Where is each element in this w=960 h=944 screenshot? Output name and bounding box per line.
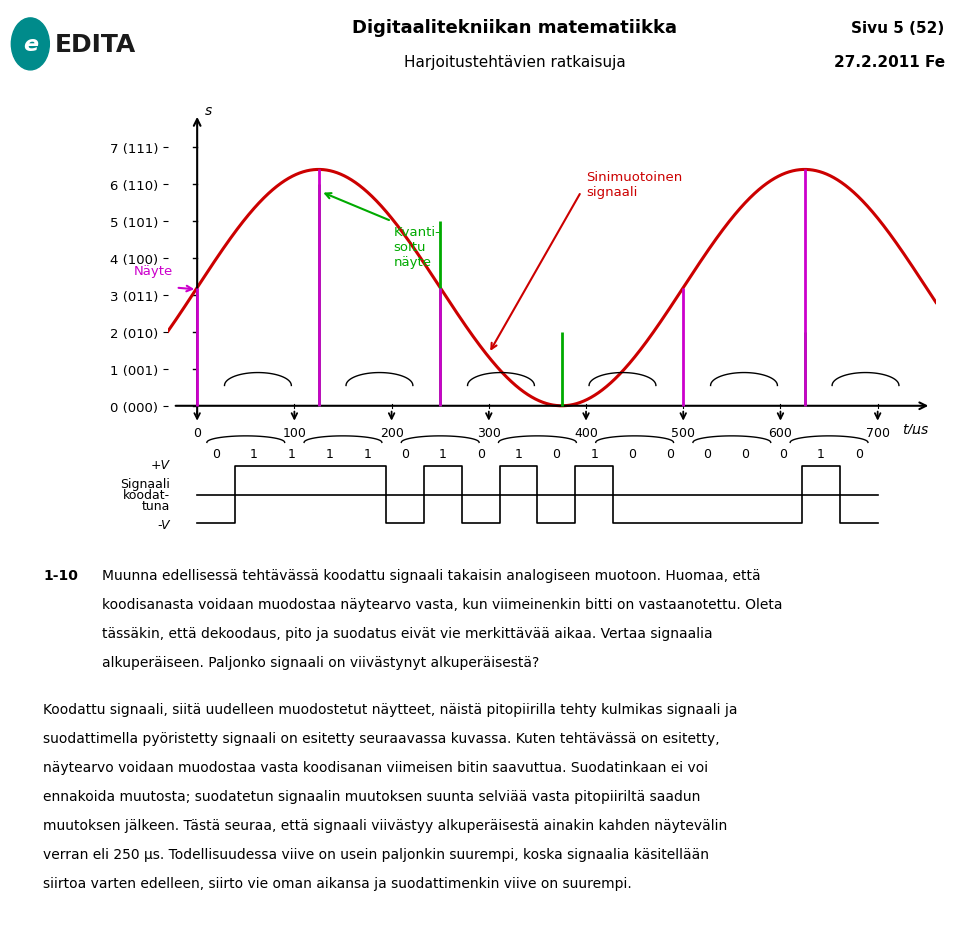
Text: 27.2.2011 Fe: 27.2.2011 Fe — [833, 55, 945, 70]
Text: 1: 1 — [817, 447, 825, 461]
Text: Sinimuotoinen
signaali: Sinimuotoinen signaali — [586, 171, 683, 199]
Text: 1: 1 — [288, 447, 296, 461]
Text: 0: 0 — [854, 447, 863, 461]
Text: suodattimella pyöristetty signaali on esitetty seuraavassa kuvassa. Kuten tehtäv: suodattimella pyöristetty signaali on es… — [43, 731, 720, 745]
Text: Kvanti-
soitu
näyte: Kvanti- soitu näyte — [394, 226, 441, 268]
Text: 1: 1 — [439, 447, 446, 461]
Text: 400: 400 — [574, 427, 598, 440]
Text: 0: 0 — [401, 447, 409, 461]
Text: ennakoida muutosta; suodatetun signaalin muutoksen suunta selviää vasta pitopiir: ennakoida muutosta; suodatetun signaalin… — [43, 789, 701, 803]
Text: 700: 700 — [866, 427, 890, 440]
Text: 0: 0 — [552, 447, 561, 461]
Text: 1: 1 — [250, 447, 258, 461]
Text: Koodattu signaali, siitä uudelleen muodostetut näytteet, näistä pitopiirilla teh: Koodattu signaali, siitä uudelleen muodo… — [43, 702, 737, 716]
Text: Näyte: Näyte — [133, 264, 173, 278]
Text: 1: 1 — [325, 447, 333, 461]
Text: EDITA: EDITA — [55, 33, 135, 57]
Text: 1-10: 1-10 — [43, 568, 78, 582]
Text: Digitaalitekniikan matematiikka: Digitaalitekniikan matematiikka — [352, 19, 677, 38]
Text: 0: 0 — [193, 427, 202, 440]
Text: 0: 0 — [665, 447, 674, 461]
Text: 100: 100 — [282, 427, 306, 440]
Text: tässäkin, että dekoodaus, pito ja suodatus eivät vie merkittävää aikaa. Vertaa s: tässäkin, että dekoodaus, pito ja suodat… — [102, 627, 712, 640]
Text: 1: 1 — [590, 447, 598, 461]
Text: muutoksen jälkeen. Tästä seuraa, että signaali viivästyy alkuperäisestä ainakin : muutoksen jälkeen. Tästä seuraa, että si… — [43, 818, 728, 832]
Circle shape — [12, 19, 49, 71]
Text: e: e — [23, 35, 37, 55]
Text: 0: 0 — [704, 447, 711, 461]
Text: 300: 300 — [477, 427, 501, 440]
Text: Muunna edellisessä tehtävässä koodattu signaali takaisin analogiseen muotoon. Hu: Muunna edellisessä tehtävässä koodattu s… — [102, 568, 760, 582]
Text: koodat-: koodat- — [123, 489, 170, 501]
Text: näytearvo voidaan muodostaa vasta koodisanan viimeisen bitin saavuttua. Suodatin: näytearvo voidaan muodostaa vasta koodis… — [43, 760, 708, 774]
Text: Signaali: Signaali — [120, 478, 170, 491]
Text: 0: 0 — [628, 447, 636, 461]
Text: 0: 0 — [780, 447, 787, 461]
Text: -V: -V — [157, 519, 170, 531]
Text: 1: 1 — [363, 447, 372, 461]
Text: alkuperäiseen. Paljonko signaali on viivästynyt alkuperäisestä?: alkuperäiseen. Paljonko signaali on viiv… — [102, 655, 540, 669]
Text: 600: 600 — [769, 427, 792, 440]
Text: koodisanasta voidaan muodostaa näytearvo vasta, kun viimeinenkin bitti on vastaa: koodisanasta voidaan muodostaa näytearvo… — [102, 598, 782, 612]
Text: verran eli 250 µs. Todellisuudessa viive on usein paljonkin suurempi, koska sign: verran eli 250 µs. Todellisuudessa viive… — [43, 847, 709, 861]
Text: 500: 500 — [671, 427, 695, 440]
Text: Sivu 5 (52): Sivu 5 (52) — [852, 21, 945, 36]
Text: t/µs: t/µs — [902, 423, 928, 437]
Text: Harjoitustehtävien ratkaisuja: Harjoitustehtävien ratkaisuja — [404, 55, 625, 70]
Text: 0: 0 — [212, 447, 220, 461]
Text: 0: 0 — [477, 447, 485, 461]
Text: 0: 0 — [741, 447, 750, 461]
Text: tuna: tuna — [141, 499, 170, 513]
Text: s: s — [204, 104, 212, 118]
Text: 1: 1 — [515, 447, 522, 461]
Text: siirtoa varten edelleen, siirto vie oman aikansa ja suodattimenkin viive on suur: siirtoa varten edelleen, siirto vie oman… — [43, 876, 632, 890]
Text: 200: 200 — [379, 427, 403, 440]
Text: +V: +V — [151, 458, 170, 471]
